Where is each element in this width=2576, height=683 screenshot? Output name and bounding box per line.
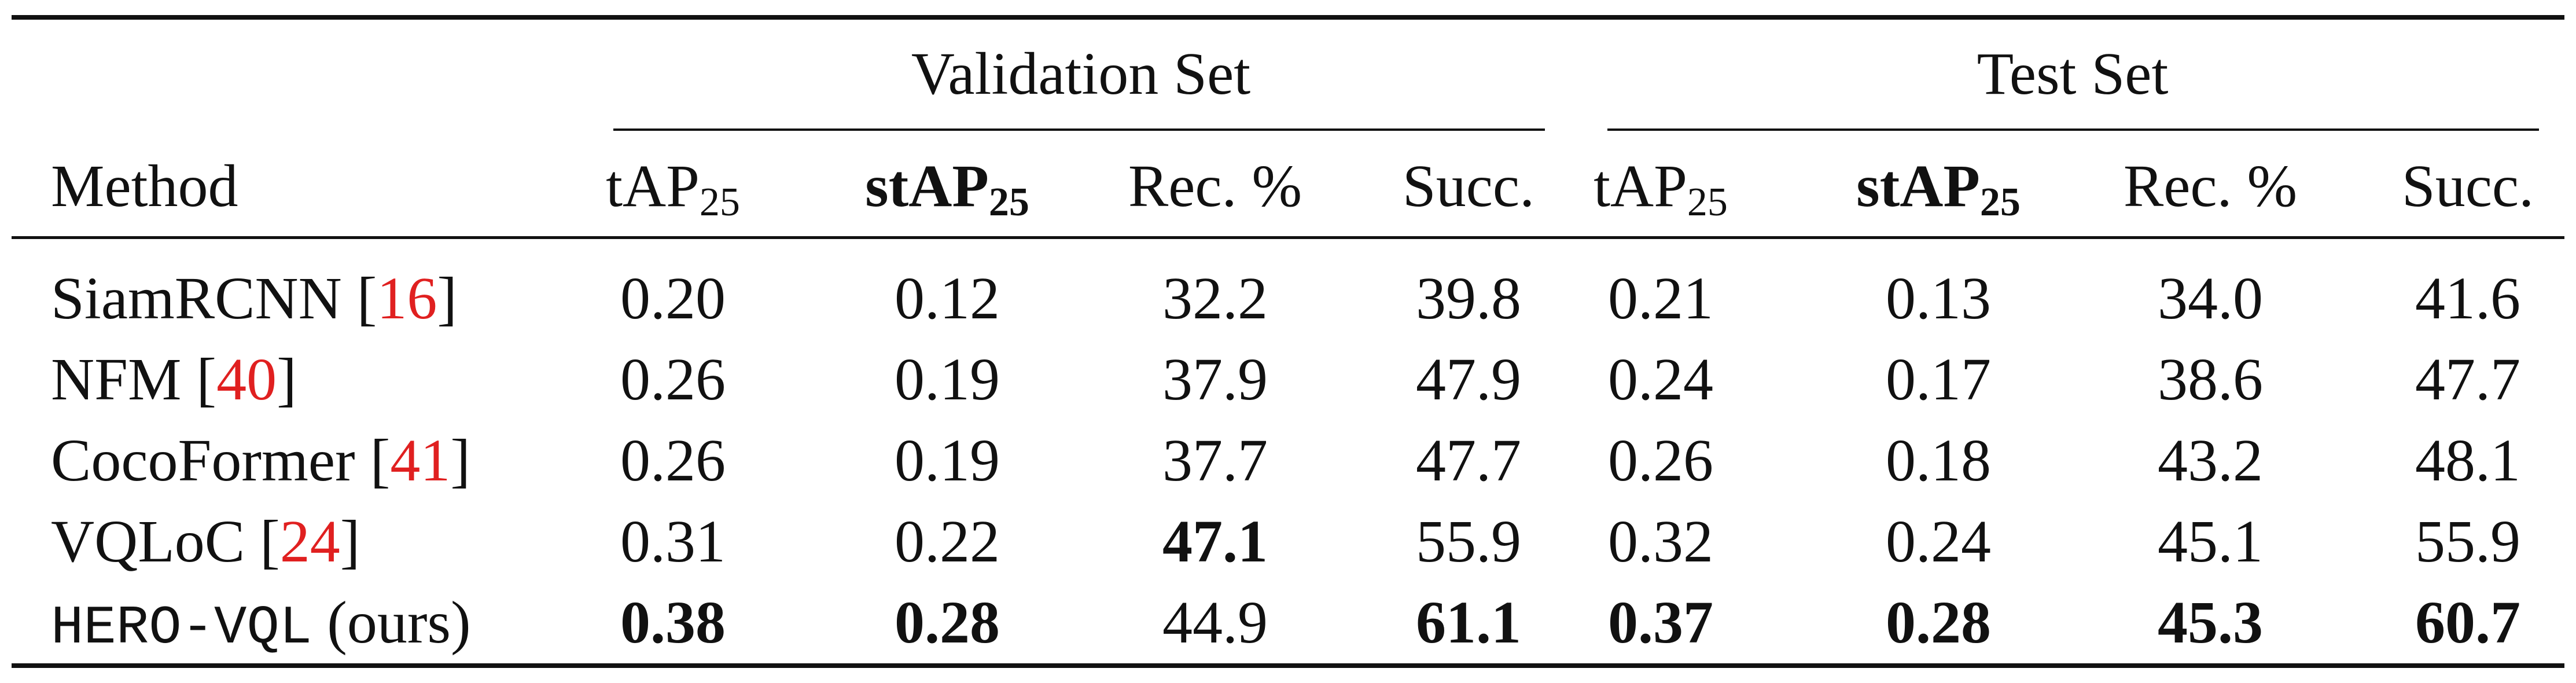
value-cell-test-stap: 0.28 bbox=[1886, 589, 1991, 656]
citation-link[interactable]: 40 bbox=[216, 346, 277, 413]
method-cell: VQLoC [24] bbox=[51, 508, 360, 575]
value-cell-test-tap: 0.32 bbox=[1608, 508, 1713, 575]
method-name: NFM bbox=[51, 346, 197, 413]
value-cell-val-stap: 0.28 bbox=[895, 589, 1000, 656]
value-cell-val-succ: 39.8 bbox=[1416, 265, 1521, 332]
top-rule bbox=[12, 15, 2564, 20]
test-cmidrule bbox=[1607, 128, 2539, 131]
validation-set-header: Validation Set bbox=[911, 41, 1251, 107]
value-cell-test-succ: 47.7 bbox=[2415, 346, 2520, 413]
col-header-test-rec: Rec. % bbox=[2123, 153, 2298, 219]
value-cell-val-succ: 47.9 bbox=[1416, 346, 1521, 413]
col-header-val-tap: tAP25 bbox=[606, 153, 740, 225]
value-cell-test-tap: 0.26 bbox=[1608, 427, 1713, 494]
value-cell-val-stap: 0.12 bbox=[895, 265, 1000, 332]
method-header: Method bbox=[51, 153, 238, 219]
value-cell-test-succ: 60.7 bbox=[2415, 589, 2520, 656]
value-cell-val-tap: 0.26 bbox=[620, 427, 726, 494]
value-cell-test-tap: 0.37 bbox=[1608, 589, 1713, 656]
value-cell-val-rec: 44.9 bbox=[1162, 589, 1268, 656]
value-cell-val-tap: 0.26 bbox=[620, 346, 726, 413]
value-cell-test-stap: 0.13 bbox=[1886, 265, 1991, 332]
value-cell-val-stap: 0.19 bbox=[895, 346, 1000, 413]
method-cell: CocoFormer [41] bbox=[51, 427, 470, 494]
value-cell-val-succ: 47.7 bbox=[1416, 427, 1521, 494]
method-cell: NFM [40] bbox=[51, 346, 297, 413]
value-cell-val-tap: 0.38 bbox=[620, 589, 726, 656]
col-header-test-stap: stAP25 bbox=[1856, 153, 2021, 225]
value-cell-val-succ: 55.9 bbox=[1416, 508, 1521, 575]
value-cell-val-stap: 0.22 bbox=[895, 508, 1000, 575]
value-cell-test-rec: 43.2 bbox=[2158, 427, 2263, 494]
value-cell-val-rec: 37.9 bbox=[1162, 346, 1268, 413]
value-cell-test-rec: 45.1 bbox=[2158, 508, 2263, 575]
test-set-header: Test Set bbox=[1977, 41, 2169, 107]
value-cell-test-rec: 34.0 bbox=[2158, 265, 2263, 332]
value-cell-val-stap: 0.19 bbox=[895, 427, 1000, 494]
col-header-test-tap: tAP25 bbox=[1594, 153, 1728, 225]
value-cell-val-rec: 37.7 bbox=[1162, 427, 1268, 494]
method-name: HERO-VQL bbox=[51, 598, 312, 659]
citation-link[interactable]: 24 bbox=[279, 508, 340, 575]
method-suffix: (ours) bbox=[312, 589, 471, 656]
method-name: VQLoC bbox=[51, 508, 260, 575]
method-cell: SiamRCNN [16] bbox=[51, 265, 458, 332]
value-cell-val-rec: 47.1 bbox=[1162, 508, 1268, 575]
value-cell-test-succ: 48.1 bbox=[2415, 427, 2520, 494]
value-cell-val-succ: 61.1 bbox=[1416, 589, 1521, 656]
value-cell-val-rec: 32.2 bbox=[1162, 265, 1268, 332]
validation-cmidrule bbox=[613, 128, 1545, 131]
method-cell: HERO-VQL (ours) bbox=[51, 593, 471, 656]
value-cell-test-stap: 0.24 bbox=[1886, 508, 1991, 575]
value-cell-test-rec: 38.6 bbox=[2158, 346, 2263, 413]
value-cell-test-succ: 41.6 bbox=[2415, 265, 2520, 332]
col-header-val-stap: stAP25 bbox=[865, 153, 1029, 225]
citation-link[interactable]: 41 bbox=[390, 427, 451, 494]
citation-link[interactable]: 16 bbox=[377, 265, 437, 332]
bottom-rule bbox=[12, 663, 2564, 668]
method-name: CocoFormer bbox=[51, 427, 370, 494]
value-cell-test-tap: 0.21 bbox=[1608, 265, 1713, 332]
value-cell-test-stap: 0.18 bbox=[1886, 427, 1991, 494]
value-cell-val-tap: 0.31 bbox=[620, 508, 726, 575]
header-rule bbox=[12, 236, 2564, 239]
value-cell-test-rec: 45.3 bbox=[2158, 589, 2263, 656]
col-header-val-rec: Rec. % bbox=[1128, 153, 1302, 219]
value-cell-test-stap: 0.17 bbox=[1886, 346, 1991, 413]
value-cell-val-tap: 0.20 bbox=[620, 265, 726, 332]
col-header-test-succ: Succ. bbox=[2401, 153, 2534, 219]
col-header-val-succ: Succ. bbox=[1402, 153, 1535, 219]
method-name: SiamRCNN bbox=[51, 265, 357, 332]
value-cell-test-tap: 0.24 bbox=[1608, 346, 1713, 413]
value-cell-test-succ: 55.9 bbox=[2415, 508, 2520, 575]
